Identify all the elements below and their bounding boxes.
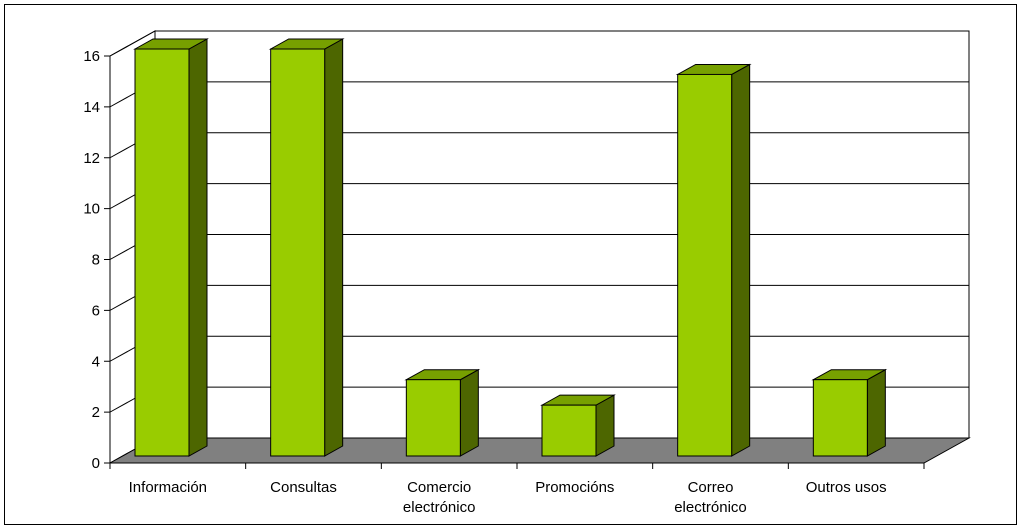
y-tick-label: 6 [92,302,100,319]
bar-front [270,48,326,457]
x-tick-label: Correo electrónico [674,479,747,516]
bar-side [866,368,886,457]
y-tick-label: 4 [92,353,100,370]
y-tick-label: 10 [83,201,100,218]
x-tick-label: Información [129,479,207,496]
bar-side [459,368,479,457]
bar-side [595,394,615,457]
bar-outros-usos [811,368,888,457]
gridline-side [109,30,156,57]
y-tick-label: 16 [83,48,100,65]
x-tick-label: Outros usos [806,479,887,496]
bar-comercio-electrónico [404,368,481,457]
y-tick-label: 14 [83,99,100,116]
bar-side [731,63,751,457]
bar-promocións [540,394,616,457]
y-tick-label: 8 [92,252,100,269]
bar-front [134,48,190,457]
bar-consultas [268,38,345,457]
x-tick-label: Consultas [270,479,337,496]
bar-front [677,73,733,457]
bar-side [324,38,344,457]
bar-front [405,379,461,457]
x-tick-label: Promocións [535,479,614,496]
y-tick-label: 2 [92,404,100,421]
bar-correo-electrónico [675,63,752,457]
x-tick-label: Comercio electrónico [403,479,476,516]
bar-front [541,404,597,457]
y-tick-label: 0 [92,455,100,472]
y-tick-label: 12 [83,150,100,167]
bar-información [133,38,209,457]
bar-front [812,379,868,457]
bar-side [188,38,208,457]
